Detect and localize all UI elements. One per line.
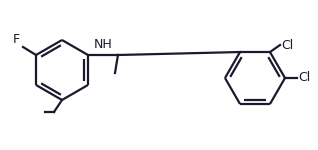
- Text: F: F: [13, 33, 20, 46]
- Text: Cl: Cl: [281, 39, 293, 51]
- Text: NH: NH: [93, 38, 112, 51]
- Text: Cl: Cl: [298, 72, 310, 84]
